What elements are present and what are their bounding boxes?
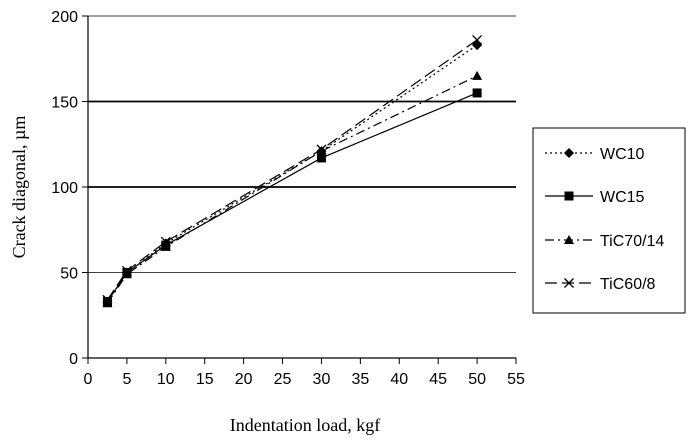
x-tick-label: 45 (429, 371, 447, 388)
data-point (472, 70, 483, 80)
x-tick-label: 35 (351, 371, 369, 388)
y-axis-title: Crack diagonal, µm (9, 116, 29, 259)
x-tick-label: 50 (468, 371, 486, 388)
series-line (106, 92, 478, 302)
x-tick-label: 40 (390, 371, 408, 388)
data-point (472, 34, 483, 45)
x-tick-label: 0 (84, 371, 93, 388)
data-point (121, 269, 132, 279)
series-WC10 (102, 40, 483, 307)
y-tick-label: 0 (69, 351, 78, 368)
y-tick-labels: 0 50 100 150 200 (51, 9, 78, 368)
data-point (102, 298, 113, 308)
y-tick-label: 50 (60, 266, 78, 283)
data-point (102, 294, 113, 305)
series-line (106, 75, 478, 304)
gridlines (88, 100, 516, 273)
series-group (102, 34, 483, 308)
legend-label: WC15 (600, 189, 645, 206)
legend-label: WC10 (600, 146, 645, 163)
x-tick-label: 55 (507, 371, 525, 388)
axes (82, 15, 517, 364)
legend-marker (564, 278, 574, 288)
series-line (106, 39, 478, 301)
legend-marker (564, 235, 574, 244)
x-tick-label: 20 (235, 371, 253, 388)
y-tick-label: 150 (51, 95, 78, 112)
x-tick-label: 15 (196, 371, 214, 388)
legend-entry: TiC70/14 (545, 233, 664, 250)
data-point (160, 241, 171, 251)
data-point (316, 144, 327, 155)
legend-entry: WC10 (545, 146, 645, 163)
legend-box (532, 127, 686, 314)
series-WC15 (102, 88, 482, 307)
legend-entry: TiC60/8 (545, 276, 656, 293)
x-tick-label: 30 (313, 371, 331, 388)
legend-marker (564, 148, 574, 158)
data-point (121, 265, 132, 276)
legend: WC10 WC15 TiC70/14 TiC60/8 (532, 127, 686, 314)
data-point (472, 40, 483, 51)
x-tick-label: 5 (122, 371, 131, 388)
series-TiC60/8 (102, 34, 483, 305)
series-line (106, 44, 478, 302)
x-tick-label: 25 (274, 371, 292, 388)
legend-label: TiC70/14 (600, 233, 664, 250)
data-point (472, 88, 482, 98)
data-point (160, 236, 171, 247)
data-point (316, 153, 326, 163)
x-tick-label: 10 (157, 371, 175, 388)
y-tick-label: 200 (51, 9, 78, 26)
series-TiC70/14 (102, 70, 483, 308)
x-axis-title: Indentation load, kgf (230, 415, 380, 435)
y-tick-label: 100 (51, 180, 78, 197)
legend-label: TiC60/8 (600, 276, 656, 293)
legend-marker (564, 191, 574, 201)
legend-entry: WC15 (545, 189, 645, 206)
data-point (316, 146, 327, 156)
x-tick-labels: 0 5 10 15 20 25 30 35 40 45 50 55 (84, 371, 525, 388)
